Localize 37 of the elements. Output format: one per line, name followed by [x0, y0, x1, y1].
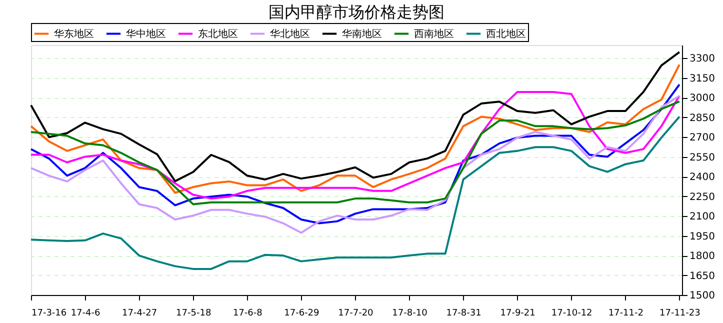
x-tick-label: 17-9-21	[500, 308, 536, 318]
x-tick-label: 17-3-16	[32, 308, 67, 318]
x-tick-label: 17-5-18	[176, 308, 212, 318]
legend-label: 西北地区	[486, 28, 526, 40]
y-tick-label: 1950	[690, 231, 715, 242]
line-series	[30, 51, 680, 182]
y-tick-label: 2700	[690, 132, 715, 144]
line-series	[30, 64, 680, 194]
line-series	[30, 116, 680, 270]
y-tick-label: 2100	[690, 212, 715, 223]
x-tick-label: 17-4-6	[70, 308, 101, 318]
y-tick-label: 1500	[690, 290, 715, 302]
y-tick-label: 2400	[690, 172, 715, 184]
legend-label: 华北地区	[270, 28, 310, 40]
x-tick-label: 17-8-31	[446, 308, 482, 318]
y-tick-label: 2550	[690, 152, 715, 164]
x-tick-label: 17-7-20	[338, 308, 374, 318]
x-tick-label: 17-11-2	[608, 308, 644, 318]
legend-label: 西南地区	[414, 28, 454, 40]
y-tick-label: 3300	[690, 54, 715, 65]
x-tick-label: 17-6-8	[232, 308, 263, 318]
y-tick-label: 3000	[690, 93, 715, 104]
x-tick-label: 17-11-23	[659, 308, 700, 318]
x-tick-label: 17-10-12	[551, 308, 592, 318]
x-tick-label: 17-4-27	[122, 308, 158, 318]
legend-label: 华中地区	[126, 28, 166, 40]
y-tick-label: 3150	[690, 73, 715, 84]
legend-label: 华南地区	[342, 28, 382, 40]
y-tick-label: 2250	[690, 192, 715, 203]
legend-label: 华东地区	[54, 28, 94, 40]
legend-label: 东北地区	[198, 28, 238, 40]
x-tick-label: 17-8-10	[392, 308, 428, 318]
y-tick-label: 1800	[690, 251, 715, 262]
chart-title: 国内甲醇市场价格走势图	[268, 2, 444, 22]
y-tick-label: 1650	[690, 270, 715, 282]
x-tick-label: 17-6-29	[284, 308, 320, 318]
y-tick-label: 2850	[690, 112, 715, 124]
